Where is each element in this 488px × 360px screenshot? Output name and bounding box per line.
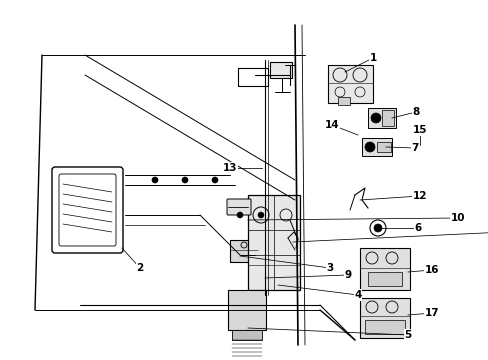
- FancyBboxPatch shape: [59, 174, 116, 246]
- FancyBboxPatch shape: [52, 167, 123, 253]
- Bar: [367, 108, 395, 128]
- Text: 4: 4: [354, 290, 361, 300]
- Bar: [238, 68, 267, 86]
- FancyBboxPatch shape: [226, 199, 250, 215]
- Text: 12: 12: [412, 191, 427, 201]
- Bar: [327, 65, 372, 103]
- Text: 1: 1: [368, 53, 376, 63]
- Text: 6: 6: [413, 223, 421, 233]
- Text: 14: 14: [324, 120, 339, 130]
- Circle shape: [237, 212, 243, 218]
- Bar: [229, 240, 258, 262]
- Bar: [376, 142, 390, 152]
- Circle shape: [258, 212, 264, 218]
- Bar: [364, 320, 404, 334]
- Circle shape: [212, 177, 218, 183]
- Text: 17: 17: [424, 308, 438, 318]
- Bar: [249, 270, 264, 282]
- Text: 7: 7: [410, 143, 418, 153]
- Circle shape: [182, 177, 187, 183]
- Circle shape: [373, 116, 377, 120]
- Text: 9: 9: [344, 270, 351, 280]
- Text: 3: 3: [325, 263, 333, 273]
- Bar: [269, 62, 291, 78]
- Circle shape: [373, 224, 381, 232]
- Circle shape: [253, 261, 262, 269]
- Text: 5: 5: [404, 330, 411, 340]
- Circle shape: [367, 145, 371, 149]
- Bar: [227, 290, 265, 330]
- Bar: [247, 195, 299, 290]
- Circle shape: [364, 142, 374, 152]
- Circle shape: [370, 113, 380, 123]
- Bar: [367, 272, 401, 286]
- Bar: [359, 298, 409, 338]
- Text: 16: 16: [424, 265, 438, 275]
- Bar: [231, 330, 262, 340]
- Text: 10: 10: [450, 213, 464, 223]
- Text: 15: 15: [412, 125, 427, 135]
- Bar: [361, 138, 391, 156]
- Text: 13: 13: [223, 163, 237, 173]
- Circle shape: [152, 177, 158, 183]
- Text: 2: 2: [136, 263, 143, 273]
- Bar: [381, 110, 393, 126]
- Text: 8: 8: [411, 107, 419, 117]
- Bar: [337, 97, 349, 105]
- Bar: [359, 248, 409, 290]
